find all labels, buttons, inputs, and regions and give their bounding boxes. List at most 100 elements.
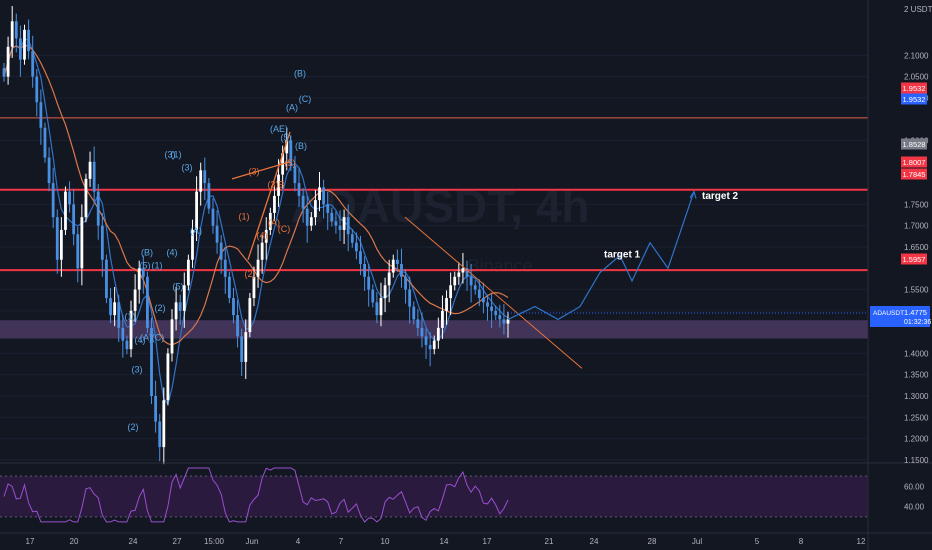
wave-label-blue: (A) (140, 333, 152, 343)
candle-body (100, 225, 104, 260)
price-tick-label: 1.1500 (904, 456, 929, 465)
candle-body (416, 319, 420, 328)
wave-label-blue: (B) (294, 69, 306, 79)
candle-body (141, 268, 145, 277)
candle-body (14, 21, 18, 39)
candle-body (219, 242, 223, 260)
candle-body (297, 183, 301, 196)
candle-body (105, 259, 108, 299)
wave-label-blue: (5) (140, 260, 151, 270)
candle-body (174, 302, 178, 320)
candle-body (268, 212, 272, 230)
wave-label-blue: (1) (171, 150, 182, 160)
time-axis[interactable]: 17 20 24 27 15:00 Jun 4 7 10 14 17 21 24 28 Jul 5 8 12 (0, 532, 932, 546)
candle-body (404, 276, 407, 290)
candle-body (51, 183, 55, 218)
wave-label-orange: (4) (257, 230, 268, 240)
watermark-sub: Binance (467, 256, 532, 276)
time-tick-label: 24 (590, 537, 599, 546)
candle-body (109, 298, 112, 316)
current-price-box (870, 306, 930, 327)
candle-body (68, 191, 71, 205)
ema-slow-line (3, 44, 509, 346)
candle-body (2, 68, 6, 77)
price-tick-label: 1.2500 (904, 413, 929, 422)
candle-body (133, 289, 137, 311)
candle-body (72, 204, 76, 235)
time-tick-label: 20 (70, 537, 79, 546)
price-tag-label: 1.9532 (903, 84, 926, 93)
candle-body (252, 276, 256, 299)
candle-body (428, 344, 432, 350)
drawings[interactable] (231, 131, 697, 369)
candle-body (367, 276, 371, 290)
candle-body (445, 298, 448, 311)
projection-arrowhead (689, 190, 697, 199)
price-tag-label: 1.5957 (903, 255, 926, 264)
candle-body (441, 310, 444, 328)
candle-body (400, 264, 403, 277)
candle-body (23, 29, 26, 60)
candle-body (121, 327, 125, 341)
candle-body (195, 191, 198, 230)
time-tick-label: 17 (26, 537, 35, 546)
candle-body (170, 319, 174, 354)
wave-label-blue: (2) (155, 303, 166, 313)
trend-line (404, 216, 583, 369)
candle-body (305, 208, 309, 226)
candle-body (64, 191, 67, 230)
candle-body (18, 38, 22, 60)
candle-body (314, 200, 317, 218)
candle-body (420, 327, 424, 337)
candle-body (6, 46, 10, 77)
candle-body (55, 217, 59, 260)
candle-body (326, 204, 330, 213)
candle-body (96, 191, 100, 226)
price-tick-label: 1.2000 (904, 435, 929, 444)
wave-label-blue: (3) (165, 150, 176, 160)
price-tag-label: 1.9532 (903, 95, 926, 104)
price-tag-label: 1.7845 (903, 170, 926, 179)
candle-body (461, 268, 465, 273)
current-price-symbol: ADAUSDT (873, 310, 904, 317)
candle-body (322, 187, 326, 205)
wave-label-blue: (3) (132, 365, 143, 375)
candle-body (264, 229, 268, 243)
candle-body (309, 217, 313, 226)
wave-label-blue: (4) (167, 247, 178, 257)
wave-label-blue: (A) (286, 103, 298, 113)
candle-body (256, 259, 260, 277)
candle-body (457, 272, 461, 277)
candle-body (449, 285, 453, 299)
candle-body (146, 276, 149, 328)
candle-body (502, 319, 506, 324)
time-tick-label: 12 (857, 537, 866, 546)
candle-body (182, 285, 186, 311)
candle-body (473, 285, 477, 290)
candle-body (482, 298, 485, 303)
candle-body (223, 259, 227, 277)
candle-body (334, 221, 338, 226)
candle-body (178, 302, 182, 311)
wave-label-blue: (1) (125, 311, 136, 321)
candle-body (383, 285, 387, 299)
wave-label-blue: (1) (152, 260, 163, 270)
price-tick-label: 1.3000 (904, 392, 929, 401)
candle-body (391, 259, 395, 273)
time-tick-label: 28 (648, 537, 657, 546)
candle-body (35, 76, 39, 103)
candle-body (10, 21, 14, 47)
candle-body (125, 340, 129, 350)
price-tag-box (901, 168, 927, 180)
candle-body (363, 264, 366, 277)
time-tick-label: 10 (381, 537, 390, 546)
wave-label-blue: (A) (190, 226, 202, 236)
price-tag-box (901, 156, 927, 168)
candle-body (199, 170, 203, 192)
candle-body (342, 217, 346, 230)
candle-body (477, 289, 481, 299)
wave-label-orange: (C) (278, 224, 291, 234)
candle-body (80, 217, 84, 269)
price-tick-label: 1.7500 (904, 200, 929, 209)
